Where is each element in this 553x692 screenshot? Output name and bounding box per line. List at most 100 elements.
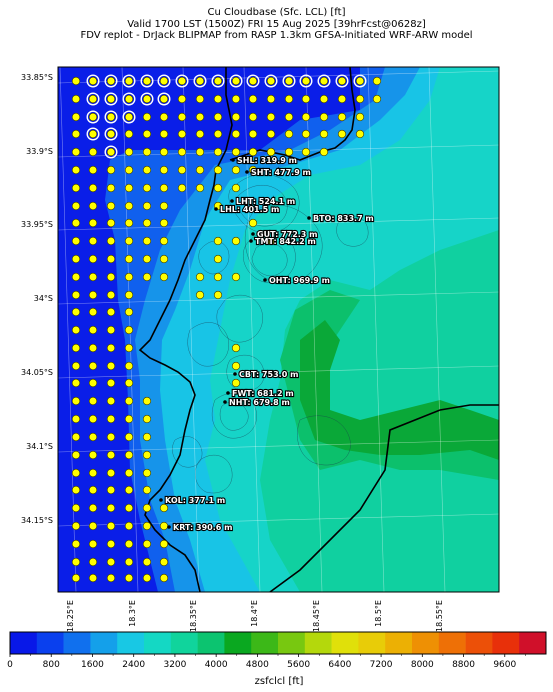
colorbar-segment [63, 632, 91, 654]
cloud-dot [71, 325, 81, 335]
cloud-dot [124, 557, 134, 567]
cloud-dot [124, 325, 134, 335]
cloud-dot [71, 112, 81, 122]
cloud-dot [177, 183, 187, 193]
cloud-dot [248, 129, 258, 139]
colorbar-tick-label: 4000 [205, 660, 228, 670]
parallel-line [58, 439, 499, 453]
cloud-dot [88, 378, 98, 388]
cloud-dot [159, 147, 169, 157]
site-label: LHL: 401.5 m [220, 205, 279, 214]
cloud-dot [71, 557, 81, 567]
cloud-dot [71, 183, 81, 193]
cloud-dot [142, 272, 152, 282]
cloud-dot [106, 218, 116, 228]
cloud-dot [142, 539, 152, 549]
dot-ring [104, 127, 118, 141]
site-dot [214, 207, 218, 211]
dot-ring [317, 74, 331, 88]
coastline-north [229, 67, 356, 161]
cloud-dot [124, 94, 134, 104]
cloud-dot [88, 503, 98, 513]
site-label: LHT: 524.1 m [236, 197, 295, 206]
cloud-dot [124, 521, 134, 531]
cloud-dot [159, 539, 169, 549]
cloud-dot [124, 468, 134, 478]
cloud-dot [159, 94, 169, 104]
cloud-dot [88, 290, 98, 300]
contour-line [172, 436, 203, 468]
contour-line [336, 215, 369, 247]
colorbar-segment [10, 632, 38, 654]
site-dot [251, 232, 255, 236]
site-dot [231, 158, 235, 162]
dot-ring [86, 110, 100, 124]
cloud-dot [106, 485, 116, 495]
cloud-dot [284, 147, 294, 157]
contour-line [226, 354, 265, 392]
cloud-dot [284, 76, 294, 86]
cloud-dot [106, 165, 116, 175]
cloud-dot [195, 183, 205, 193]
dot-ring [157, 92, 171, 106]
cloud-dot [106, 396, 116, 406]
colorbar-segment [224, 632, 252, 654]
cloud-dot [142, 112, 152, 122]
colorbar-segment [412, 632, 440, 654]
cloud-dot [266, 76, 276, 86]
cloud-dot [248, 218, 258, 228]
cloud-dot [124, 290, 134, 300]
parallel-line [58, 365, 499, 379]
cloud-dot [88, 307, 98, 317]
colorbar-tick-label: 8800 [452, 660, 475, 670]
cloud-dot [337, 112, 347, 122]
cloud-dot [195, 94, 205, 104]
cloud-dot [88, 183, 98, 193]
cloud-dot [337, 76, 347, 86]
site-dot [167, 525, 171, 529]
cloud-dot [124, 485, 134, 495]
cloud-dot [319, 129, 329, 139]
cloud-dot [266, 129, 276, 139]
cloud-dot [231, 112, 241, 122]
cloud-dot [159, 129, 169, 139]
cloud-dot [231, 94, 241, 104]
cloud-dot [142, 521, 152, 531]
cloud-dot [106, 325, 116, 335]
cloud-dot [88, 112, 98, 122]
colorbar-tick-label: 5600 [287, 660, 310, 670]
cloud-dot [142, 485, 152, 495]
cloud-dot [88, 414, 98, 424]
cloud-dot [88, 254, 98, 264]
cloud-dot [142, 129, 152, 139]
colorbar-segment [438, 632, 466, 654]
cloud-dot [159, 573, 169, 583]
dot-ring [122, 92, 136, 106]
cloud-dot [159, 236, 169, 246]
cloud-dot [231, 272, 241, 282]
dot-ring [104, 110, 118, 124]
cloud-dot [142, 165, 152, 175]
lon-tick-label: 18.5°E [374, 600, 383, 627]
dot-ring [353, 74, 367, 88]
site-dot [230, 199, 234, 203]
dot-ring [104, 74, 118, 88]
colorbar-tick-label: 7200 [370, 660, 393, 670]
cloud-dot [88, 272, 98, 282]
cloud-dot [159, 272, 169, 282]
cloud-dot [71, 396, 81, 406]
cloud-dot [106, 183, 116, 193]
dot-ring [229, 74, 243, 88]
cloud-dot [159, 165, 169, 175]
cloud-dot [195, 290, 205, 300]
site-label: GUT: 772.3 m [257, 230, 318, 239]
cloud-dot [159, 76, 169, 86]
cloud-dot [213, 112, 223, 122]
site-dot [159, 498, 163, 502]
site-dot [233, 372, 237, 376]
cloud-dot [319, 94, 329, 104]
cloud-dot [71, 218, 81, 228]
meridian-line [367, 67, 385, 592]
cloud-dot [248, 76, 258, 86]
cloud-dot [88, 94, 98, 104]
